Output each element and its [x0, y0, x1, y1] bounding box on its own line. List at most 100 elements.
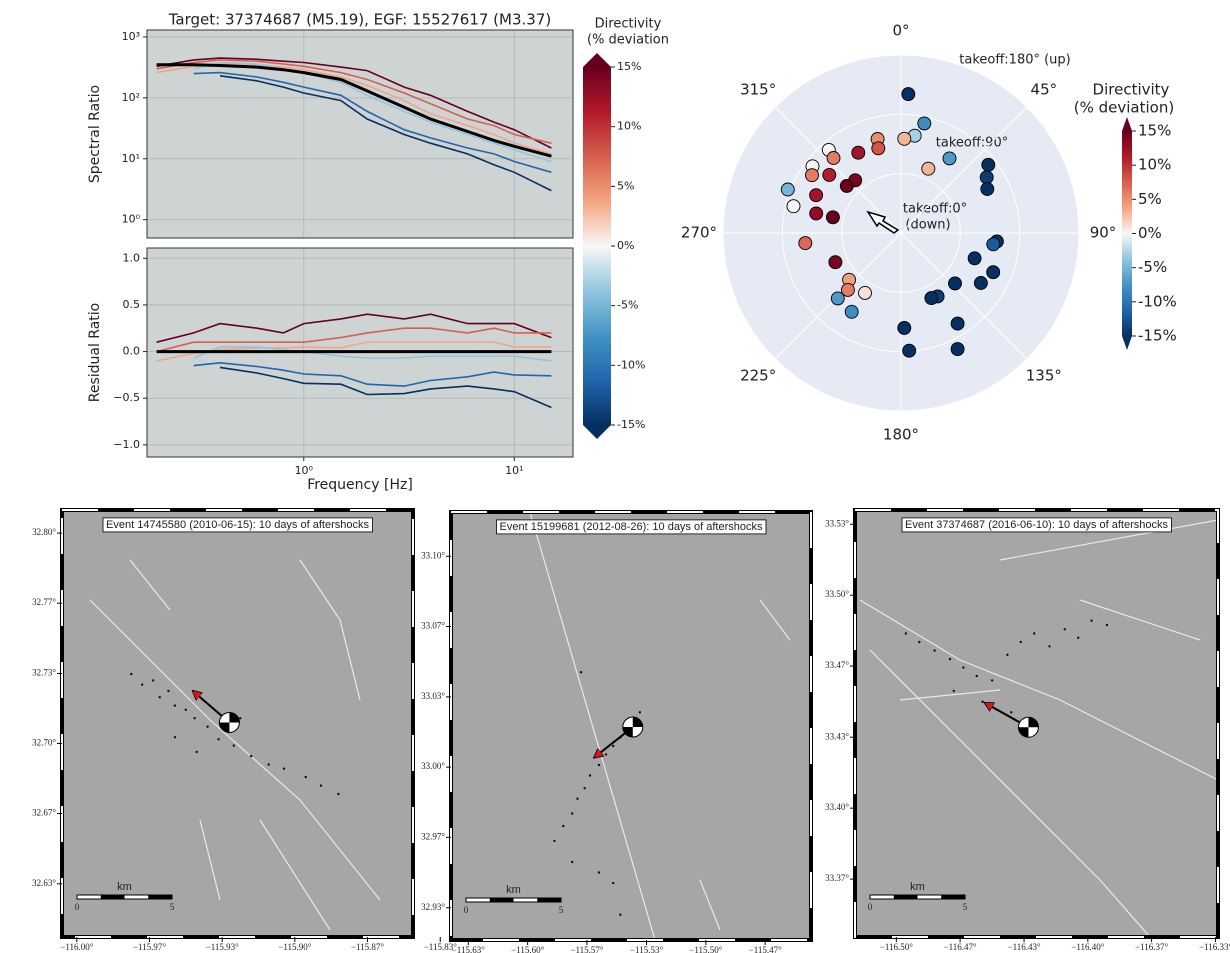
- colorbar-tick-label: -5%: [1138, 258, 1167, 276]
- x-tick-label: −115.97°: [133, 942, 166, 952]
- scalebar-seg: [489, 898, 514, 902]
- colorbar-label: (% deviation: [587, 33, 669, 48]
- radial-label: takeoff:90°: [936, 136, 1008, 151]
- point: [851, 145, 866, 160]
- aftershock: [282, 767, 286, 770]
- y-tick-label: 33.53°: [825, 518, 849, 528]
- scalebar-tick: 0: [868, 902, 873, 912]
- point: [979, 170, 994, 185]
- colorbar-tick-label: 10%: [1138, 156, 1171, 174]
- scalebar-label: km: [506, 884, 521, 896]
- y-tick-label: 32.97°: [421, 831, 445, 841]
- polar-spoke: [900, 232, 1028, 360]
- aftershock: [206, 725, 209, 728]
- map-title-box: [901, 517, 1172, 533]
- point: [844, 304, 859, 319]
- aftershock: [571, 860, 574, 864]
- series-line: [156, 59, 552, 144]
- aftershock: [612, 744, 615, 748]
- theta-label: 270°: [681, 224, 717, 242]
- point: [798, 236, 813, 251]
- x-tick-label: −115.83°: [424, 942, 457, 952]
- aftershock: [553, 839, 556, 843]
- colorbar-tick-label: -15%: [617, 418, 645, 431]
- aftershock: [583, 787, 586, 790]
- point: [897, 131, 912, 146]
- aftershock: [267, 763, 270, 766]
- fault-line: [759, 599, 791, 641]
- point: [786, 199, 801, 214]
- scalebar-seg: [941, 895, 965, 899]
- x-tick-label: −116.47°: [944, 942, 977, 952]
- radial-label: takeoff:180° (up): [959, 53, 1071, 68]
- aftershock: [1105, 623, 1109, 627]
- colorbar-tick-label: -5%: [617, 299, 638, 312]
- point: [986, 265, 1001, 280]
- y-tick-label: 33.40°: [825, 802, 849, 812]
- y-tick-label: 10¹: [122, 152, 140, 165]
- aftershock: [1033, 632, 1036, 635]
- colorbar-tick-label: 0%: [1138, 224, 1162, 242]
- aftershock: [975, 674, 978, 678]
- fault-line: [859, 599, 1219, 781]
- mainshock: [218, 711, 240, 733]
- fault-line: [699, 879, 721, 931]
- aftershock: [239, 717, 242, 720]
- x-tick-label: −115.57°: [570, 945, 603, 953]
- fault-line: [529, 511, 656, 941]
- aftershock: [193, 717, 196, 720]
- aftershock: [952, 689, 955, 693]
- colorbar-label: Directivity: [595, 17, 662, 32]
- aftershock: [612, 881, 615, 885]
- y-tick-label: 10⁰: [122, 213, 141, 226]
- y-axis-label: Residual Ratio: [87, 303, 103, 403]
- aftershock: [173, 736, 177, 739]
- aftershock: [933, 649, 936, 652]
- theta-label: 45°: [1031, 81, 1058, 99]
- fault-line: [869, 649, 1151, 938]
- point: [809, 188, 824, 203]
- fault-line: [199, 819, 221, 901]
- point: [825, 210, 840, 225]
- point: [986, 237, 1001, 252]
- point: [858, 285, 872, 300]
- aftershock: [597, 763, 601, 767]
- scalebar-seg: [100, 895, 125, 899]
- aftershock: [1077, 636, 1080, 639]
- point: [826, 151, 841, 165]
- directivity-arrow: [866, 210, 900, 234]
- plot-frame: [146, 29, 574, 239]
- theta-label: 225°: [740, 366, 776, 384]
- point: [967, 251, 982, 266]
- colorbar-extend: [583, 53, 611, 67]
- colorbar-tick-label: 15%: [1138, 122, 1171, 140]
- y-tick-label: 32.70°: [32, 738, 56, 748]
- colorbar-label: Directivity: [1093, 81, 1170, 99]
- point: [805, 168, 819, 183]
- point: [822, 167, 837, 182]
- scalebar-seg: [148, 895, 172, 899]
- aftershock: [1010, 711, 1013, 714]
- theta-label: 90°: [1090, 224, 1117, 242]
- point: [950, 316, 965, 331]
- y-tick-label: 1.0: [123, 251, 141, 264]
- scalebar-tick: 0: [75, 902, 80, 912]
- point: [924, 291, 939, 306]
- x-tick-label: −116.43°: [1008, 942, 1041, 952]
- series-line: [156, 57, 552, 149]
- beachball-quad: [219, 712, 240, 733]
- polar-spoke: [900, 106, 1028, 234]
- point: [942, 151, 957, 166]
- aftershock: [576, 797, 579, 800]
- beachball-quad: [1018, 717, 1039, 738]
- aftershock: [184, 708, 187, 711]
- map-frame-dash: [450, 511, 812, 941]
- y-tick-label: −1.0: [113, 438, 140, 451]
- series-line: [156, 63, 552, 155]
- plot-frame: [146, 247, 574, 458]
- point: [871, 141, 886, 156]
- series-line: [219, 75, 552, 192]
- scalebar-tick: 5: [963, 902, 968, 912]
- y-axis-label: Spectral Ratio: [87, 85, 103, 183]
